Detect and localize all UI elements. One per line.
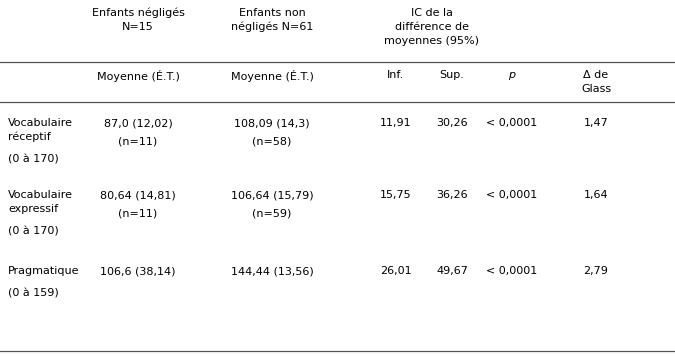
Text: 87,0 (12,02): 87,0 (12,02) <box>104 118 172 128</box>
Text: < 0,0001: < 0,0001 <box>487 190 537 200</box>
Text: (n=59): (n=59) <box>252 209 292 219</box>
Text: Glass: Glass <box>581 84 611 94</box>
Text: Sup.: Sup. <box>439 70 464 80</box>
Text: 1,64: 1,64 <box>584 190 608 200</box>
Text: p: p <box>508 70 516 80</box>
Text: Δ de: Δ de <box>583 70 609 80</box>
Text: différence de: différence de <box>395 22 469 32</box>
Text: moyennes (95%): moyennes (95%) <box>385 36 479 46</box>
Text: 2,79: 2,79 <box>584 266 608 276</box>
Text: Vocabulaire: Vocabulaire <box>8 190 73 200</box>
Text: négligés N=61: négligés N=61 <box>231 22 313 33</box>
Text: Moyenne (É.T.): Moyenne (É.T.) <box>97 70 180 82</box>
Text: Vocabulaire: Vocabulaire <box>8 118 73 128</box>
Text: < 0,0001: < 0,0001 <box>487 266 537 276</box>
Text: Enfants non: Enfants non <box>239 8 305 18</box>
Text: 49,67: 49,67 <box>436 266 468 276</box>
Text: (0 à 159): (0 à 159) <box>8 289 59 299</box>
Text: < 0,0001: < 0,0001 <box>487 118 537 128</box>
Text: 36,26: 36,26 <box>436 190 468 200</box>
Text: 1,47: 1,47 <box>584 118 608 128</box>
Text: 15,75: 15,75 <box>380 190 412 200</box>
Text: 106,64 (15,79): 106,64 (15,79) <box>231 190 313 200</box>
Text: 108,09 (14,3): 108,09 (14,3) <box>234 118 310 128</box>
Text: 26,01: 26,01 <box>380 266 412 276</box>
Text: IC de la: IC de la <box>411 8 453 18</box>
Text: N=15: N=15 <box>122 22 154 32</box>
Text: 144,44 (13,56): 144,44 (13,56) <box>231 266 313 276</box>
Text: (n=11): (n=11) <box>118 137 158 147</box>
Text: (0 à 170): (0 à 170) <box>8 155 59 165</box>
Text: 106,6 (38,14): 106,6 (38,14) <box>101 266 176 276</box>
Text: (n=11): (n=11) <box>118 209 158 219</box>
Text: Enfants négligés: Enfants négligés <box>92 8 184 19</box>
Text: Pragmatique: Pragmatique <box>8 266 80 276</box>
Text: (0 à 170): (0 à 170) <box>8 227 59 237</box>
Text: 30,26: 30,26 <box>436 118 468 128</box>
Text: Moyenne (É.T.): Moyenne (É.T.) <box>231 70 313 82</box>
Text: Inf.: Inf. <box>387 70 404 80</box>
Text: 11,91: 11,91 <box>380 118 412 128</box>
Text: 80,64 (14,81): 80,64 (14,81) <box>100 190 176 200</box>
Text: (n=58): (n=58) <box>252 137 292 147</box>
Text: expressif: expressif <box>8 204 58 214</box>
Text: réceptif: réceptif <box>8 132 51 143</box>
